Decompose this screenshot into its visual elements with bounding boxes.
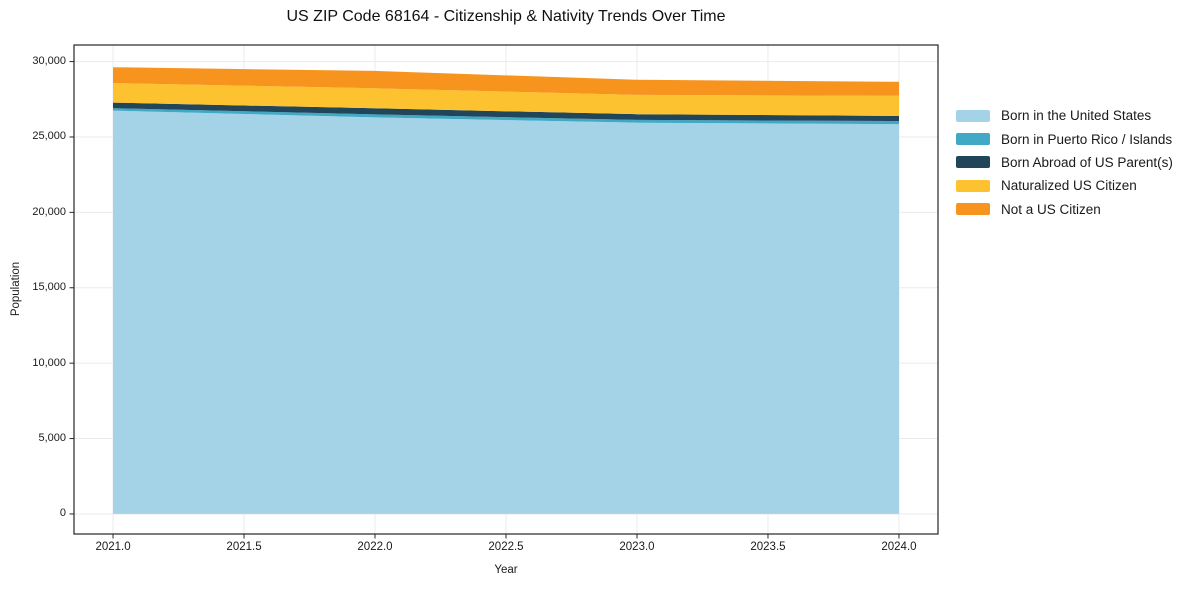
legend-label: Born in Puerto Rico / Islands [1001,131,1173,147]
legend-row: Born in the United States [956,104,1173,127]
y-tick-label: 5,000 [38,432,66,445]
y-tick-label: 0 [59,507,66,520]
legend-swatch-icon [956,203,990,216]
x-tick-label: 2022.5 [488,541,524,553]
x-axis-label: Year [494,564,518,576]
x-tick-label: 2022.0 [357,541,393,553]
chart-title: US ZIP Code 68164 - Citizenship & Nativi… [286,8,726,25]
legend-label: Naturalized US Citizen [1001,178,1137,194]
y-tick-label: 25,000 [32,130,66,143]
y-tick-label: 15,000 [32,281,66,294]
y-tick-label: 10,000 [32,356,66,369]
area-series-3 [113,83,899,116]
y-tick-label: 20,000 [32,205,66,218]
legend: Born in the United States Born in Puerto … [956,104,1173,221]
x-tick-label: 2021.0 [95,541,131,553]
legend-row: Naturalized US Citizen [956,174,1173,197]
area-series-4 [113,67,899,96]
legend-swatch-icon [956,156,990,169]
x-tick-label: 2023.5 [750,541,786,553]
legend-swatch-icon [956,179,990,192]
legend-label: Born in the United States [1001,108,1152,124]
area-series-0 [113,110,899,514]
x-tick-label: 2024.0 [881,541,917,553]
area-series-2 [113,102,899,122]
y-tick-label: 30,000 [32,55,66,68]
legend-row: Born in Puerto Rico / Islands [956,127,1173,150]
x-tick-label: 2021.5 [226,541,262,553]
x-tick-label: 2023.0 [619,541,655,553]
legend-swatch-icon [956,109,990,122]
area-series-1 [113,108,899,125]
legend-label: Born Abroad of US Parent(s) [1001,154,1173,170]
legend-swatch-icon [956,133,990,146]
legend-row: Born Abroad of US Parent(s) [956,151,1173,174]
legend-row: Not a US Citizen [956,198,1173,221]
legend-label: Not a US Citizen [1001,201,1101,217]
